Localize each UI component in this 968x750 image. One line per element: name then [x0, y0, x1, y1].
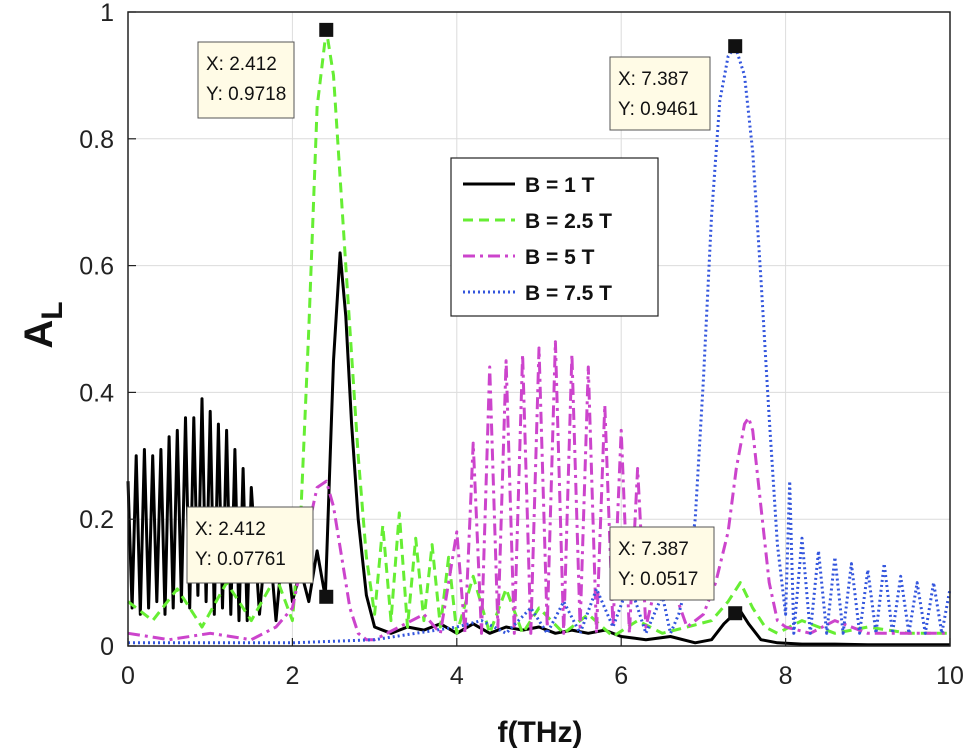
- datatip-y-label: Y: 0.9461: [618, 99, 698, 120]
- x-tick-label: 10: [936, 662, 964, 690]
- legend-label: B = 2.5 T: [525, 210, 612, 233]
- datatip-box: [197, 41, 295, 119]
- x-tick-label: 6: [614, 662, 628, 690]
- series-line-4: [128, 44, 952, 645]
- axis-ticks: 0 2 4 6 8 10 0 0.2 0.4 0.6 0.8 1: [79, 0, 964, 690]
- y-axis-title-main: A: [17, 320, 61, 349]
- y-tick-label: 0: [100, 633, 114, 661]
- legend-label: B = 5 T: [525, 246, 595, 269]
- legend-label: B = 1 T: [525, 174, 595, 197]
- y-axis-title-sub: L: [36, 301, 69, 319]
- datatip-x-label: X: 2.412: [195, 519, 266, 540]
- datatip-x-label: X: 2.412: [206, 54, 277, 75]
- y-axis-title: AL: [17, 301, 69, 348]
- datatip-marker: [319, 22, 334, 37]
- datatip-marker: [728, 606, 743, 621]
- y-axis-title-group: AL: [17, 301, 69, 348]
- x-tick-label: 8: [779, 662, 793, 690]
- x-axis-title: f(THz): [498, 716, 583, 749]
- series-line-1: [126, 251, 950, 647]
- y-tick-label: 0.6: [79, 253, 114, 281]
- x-tick-label: 0: [121, 662, 135, 690]
- datatip-box: [609, 526, 715, 601]
- series-lines: [126, 28, 952, 647]
- datatip-x-label: X: 7.387: [618, 69, 689, 90]
- y-tick-label: 0.4: [79, 379, 114, 407]
- y-tick-label: 1: [100, 0, 114, 27]
- datatip-marker: [319, 589, 334, 604]
- series-line-2: [127, 28, 950, 638]
- plot-frame: [127, 11, 951, 647]
- datatip-y-label: Y: 0.9718: [206, 84, 286, 105]
- y-tick-label: 0.8: [79, 126, 114, 154]
- datatips: X: 2.412 Y: 0.9718 X: 7.387 Y: 0.9461 X: 2.4…: [186, 22, 743, 621]
- legend: B = 1 T B = 2.5 T B = 5 T B = 7.5 T: [450, 157, 659, 317]
- datatip-box: [186, 506, 314, 584]
- datatip-marker: [728, 39, 743, 54]
- legend-label: B = 7.5 T: [525, 282, 612, 305]
- datatip-y-label: Y: 0.07761: [195, 549, 286, 570]
- x-tick-label: 4: [450, 662, 464, 690]
- datatip-y-label: Y: 0.0517: [618, 569, 698, 590]
- datatip-x-label: X: 7.387: [618, 539, 689, 560]
- y-tick-label: 0.2: [79, 506, 114, 534]
- x-tick-label: 2: [285, 662, 299, 690]
- datatip-box: [609, 56, 711, 131]
